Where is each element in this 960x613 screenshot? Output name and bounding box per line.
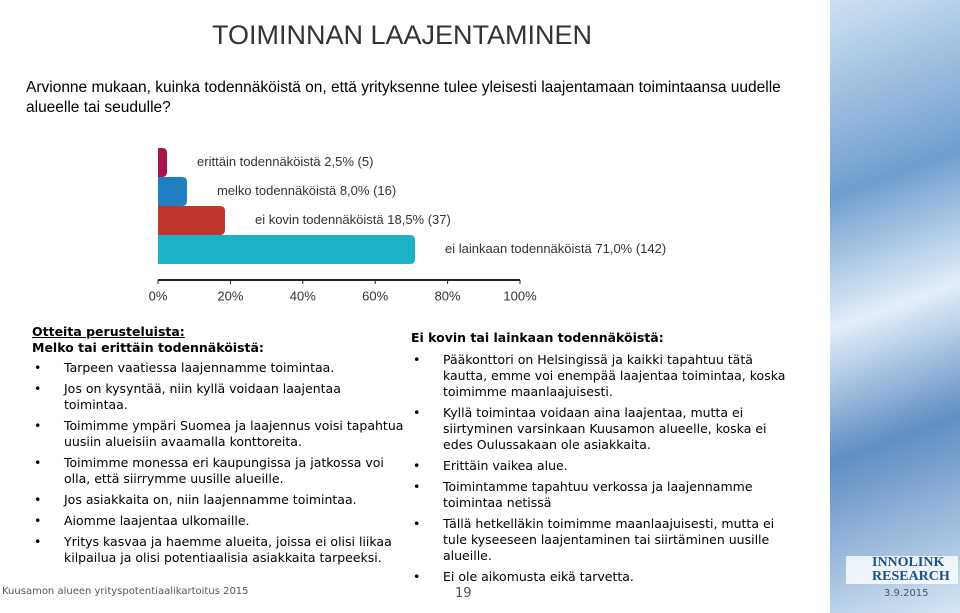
value-label: 8,0% (16) <box>340 183 396 198</box>
bullet: Toimimme monessa eri kaupungissa ja jatk… <box>34 455 407 487</box>
bar-label: melko todennäköistä 8,0% (16) <box>217 183 396 198</box>
bullet: Toimintamme tapahtuu verkossa ja laajenn… <box>413 479 796 511</box>
bar <box>158 177 187 206</box>
bullet: Pääkonttori on Helsingissä ja kaikki tap… <box>413 352 796 400</box>
category-label: melko todennäköistä <box>217 183 337 198</box>
subheading: Melko tai erittäin todennäköistä: <box>32 340 264 355</box>
logo-top: INNOLINK <box>872 555 945 570</box>
heading: Otteita perusteluista: <box>32 324 185 339</box>
bar-label: ei lainkaan todennäköistä 71,0% (142) <box>445 241 666 256</box>
date: 3.9.2015 <box>884 588 929 599</box>
bullet: Toimimme ympäri Suomea ja laajennus vois… <box>34 418 407 450</box>
x-tick-label: 100% <box>503 288 537 303</box>
value-label: 18,5% (37) <box>387 212 451 227</box>
logo: INNOLINK RESEARCH <box>846 556 958 584</box>
bullet-list: Pääkonttori on Helsingissä ja kaikki tap… <box>411 352 796 585</box>
x-tick-label: 80% <box>435 288 461 303</box>
decorative-image <box>830 0 960 613</box>
bullet: Yritys kasvaa ja haemme alueita, joissa … <box>34 534 407 566</box>
category-label: erittäin todennäköistä <box>197 154 321 169</box>
value-label: 71,0% (142) <box>595 241 666 256</box>
bar-label: ei kovin todennäköistä 18,5% (37) <box>255 212 451 227</box>
page-number: 19 <box>455 586 472 601</box>
bullet: Tarpeen vaatiessa laajennamme toimintaa. <box>34 360 407 376</box>
category-label: ei kovin todennäköistä <box>255 212 384 227</box>
question: Arvionne mukaan, kuinka todennäköistä on… <box>26 79 781 116</box>
bullet: Aiomme laajentaa ulkomaille. <box>34 513 407 529</box>
bullet: Jos on kysyntää, niin kyllä voidaan laaj… <box>34 381 407 413</box>
bullet: Ei ole aikomusta eikä tarvetta. <box>413 569 796 585</box>
x-tick-label: 0% <box>149 288 168 303</box>
bar <box>158 235 416 264</box>
x-tick-label: 60% <box>362 288 388 303</box>
slide-title: TOIMINNAN LAAJENTAMINEN <box>212 20 593 50</box>
category-label: ei lainkaan todennäköistä <box>445 241 592 256</box>
x-tick-label: 40% <box>290 288 316 303</box>
bullet: Tällä hetkelläkin toimimme maanlaajuises… <box>413 516 796 564</box>
chart: 0% 20% 40% 60% 80% 100% erittäin todennäköistä… <box>149 148 666 303</box>
x-tick-label: 20% <box>217 288 243 303</box>
bullet: Jos asiakkaita on, niin laajennamme toim… <box>34 492 407 508</box>
bar <box>158 148 168 177</box>
footer-source: Kuusamon alueen yrityspotentiaalikartoit… <box>2 586 249 597</box>
bullet: Erittäin vaikea alue. <box>413 458 796 474</box>
bar <box>158 206 225 235</box>
logo-bottom: RESEARCH <box>872 569 950 584</box>
bullet-list: Tarpeen vaatiessa laajennamme toimintaa.… <box>32 360 407 566</box>
bar-label: erittäin todennäköistä 2,5% (5) <box>197 154 373 169</box>
value-label: 2,5% (5) <box>324 154 373 169</box>
heading: Ei kovin tai lainkaan todennäköistä: <box>411 330 664 345</box>
bullet: Kyllä toimintaa voidaan aina laajentaa, … <box>413 405 796 453</box>
left-column: Otteita perusteluista: Melko tai erittäi… <box>32 324 407 571</box>
right-column: Ei kovin tai lainkaan todennäköistä: Pää… <box>411 330 796 590</box>
